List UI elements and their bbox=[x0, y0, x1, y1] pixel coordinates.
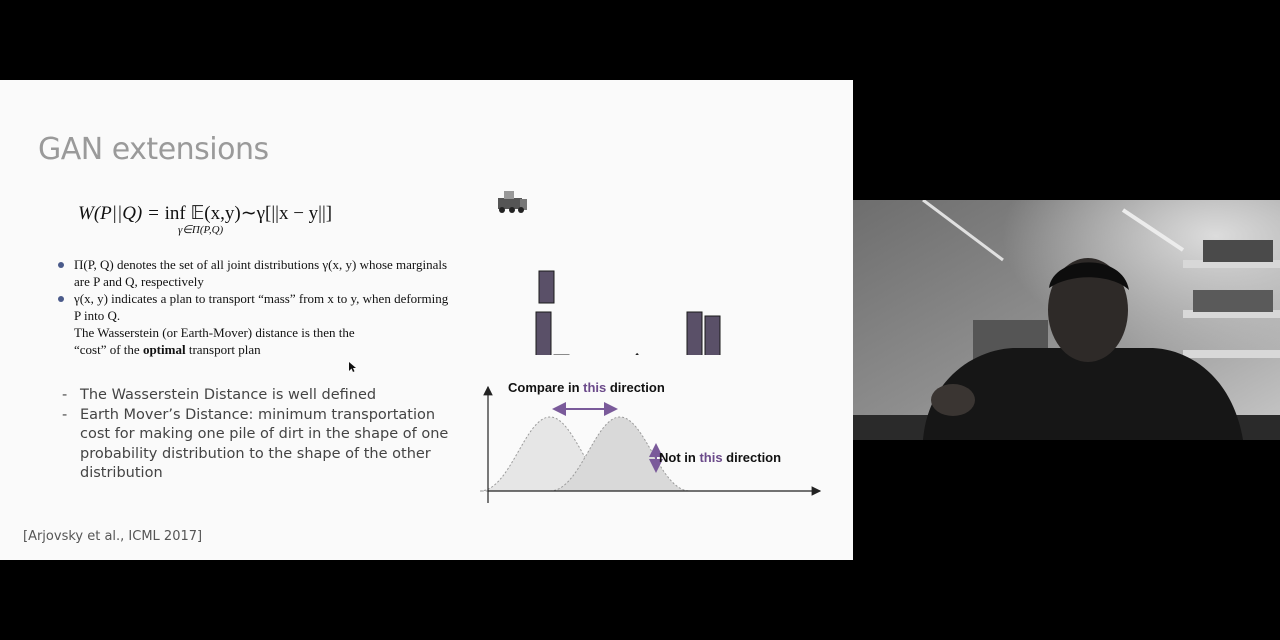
citation: [Arjovsky et al., ICML 2017] bbox=[23, 529, 203, 544]
wasserstein-formula: W(P||Q) = inf 𝔼(x,y)∼γ[||x − y||] bbox=[78, 202, 332, 225]
wall-shelf bbox=[1183, 350, 1280, 358]
math-plain-bold: optimal bbox=[142, 342, 186, 357]
math-bullet-text: Π(P, Q) denotes the set of all joint dis… bbox=[74, 257, 448, 289]
formula-subscript: γ∈Π(P,Q) bbox=[178, 224, 224, 236]
dash-bullet-text: The Wasserstein Distance is well defined bbox=[80, 387, 377, 403]
compare-suffix: direction bbox=[606, 380, 665, 395]
math-bullet-item: Π(P, Q) denotes the set of all joint dis… bbox=[58, 256, 458, 290]
formula-lhs: W(P||Q) = bbox=[78, 203, 165, 224]
compare-highlight: this bbox=[583, 380, 606, 395]
bulldozer-wheel bbox=[518, 207, 524, 213]
bar bbox=[686, 311, 703, 355]
mouse-cursor-icon bbox=[349, 362, 356, 372]
math-plain-suffix: transport plan bbox=[185, 342, 261, 357]
not-equal-sign: ≠ bbox=[620, 344, 643, 355]
bulldozer-cab bbox=[504, 191, 514, 199]
math-bullet-list: Π(P, Q) denotes the set of all joint dis… bbox=[58, 256, 458, 358]
person-body bbox=[923, 348, 1243, 440]
dash-marker: - bbox=[62, 406, 68, 423]
bulldozer-wheel bbox=[509, 207, 515, 213]
person-hair bbox=[1049, 262, 1129, 290]
dash-bullet-list: - The Wasserstein Distance is well define… bbox=[62, 386, 462, 484]
distribution-curves-diagram: Compare in this direction Not in this di… bbox=[479, 380, 822, 503]
math-bullet-item: γ(x, y) indicates a plan to transport “m… bbox=[58, 290, 458, 324]
ceiling-light-strip bbox=[922, 200, 1004, 262]
compare-prefix: Compare in bbox=[508, 380, 583, 395]
math-plain-line: The Wasserstein (or Earth-Mover) distanc… bbox=[74, 325, 355, 340]
bulldozer-icon bbox=[498, 191, 527, 213]
dash-bullet-text: Earth Mover’s Distance: minimum transpor… bbox=[80, 406, 449, 482]
presentation-slide: GAN extensions W(P||Q) = inf 𝔼(x,y)∼γ[||… bbox=[0, 80, 853, 560]
formula-inf: inf bbox=[164, 203, 186, 224]
bar bbox=[704, 315, 721, 355]
webcam-video-feed bbox=[853, 200, 1280, 440]
wall-shelf bbox=[1183, 260, 1280, 268]
shelf-items bbox=[1193, 290, 1273, 312]
slide-title: GAN extensions bbox=[38, 132, 269, 167]
dash-bullet-item: - Earth Mover’s Distance: minimum transpo… bbox=[62, 406, 462, 484]
math-plain-line: “cost” of the optimal transport plan bbox=[58, 341, 458, 358]
webcam-scene bbox=[853, 200, 1280, 440]
not-suffix: direction bbox=[723, 450, 782, 465]
shelf-items bbox=[1203, 240, 1273, 262]
ceiling-light-strip bbox=[1121, 208, 1185, 252]
earth-mover-bars-diagram: ≠ bbox=[498, 191, 721, 355]
wall-shelf bbox=[1183, 310, 1280, 318]
bullet-dot bbox=[58, 262, 64, 268]
dash-bullet-item: - The Wasserstein Distance is well define… bbox=[62, 386, 462, 406]
dash-marker: - bbox=[62, 387, 68, 403]
bulldozer-blade bbox=[520, 199, 527, 210]
bar bbox=[535, 311, 552, 355]
bulldozer-body bbox=[498, 198, 522, 209]
not-highlight: this bbox=[699, 450, 722, 465]
bulldozer-wheel bbox=[499, 207, 505, 213]
math-bullet-text: γ(x, y) indicates a plan to transport “m… bbox=[74, 291, 449, 323]
formula-rhs: 𝔼(x,y)∼γ[||x − y||] bbox=[185, 203, 333, 224]
compare-direction-label: Compare in this direction bbox=[508, 380, 665, 395]
bullet-dot bbox=[58, 296, 64, 302]
math-plain-prefix: “cost” of the bbox=[74, 342, 143, 357]
not-direction-label: Not in this direction bbox=[659, 450, 781, 465]
person-head bbox=[1048, 258, 1128, 362]
moving-dirt-block bbox=[538, 270, 555, 304]
person-hand bbox=[931, 384, 975, 416]
not-prefix: Not in bbox=[659, 450, 699, 465]
